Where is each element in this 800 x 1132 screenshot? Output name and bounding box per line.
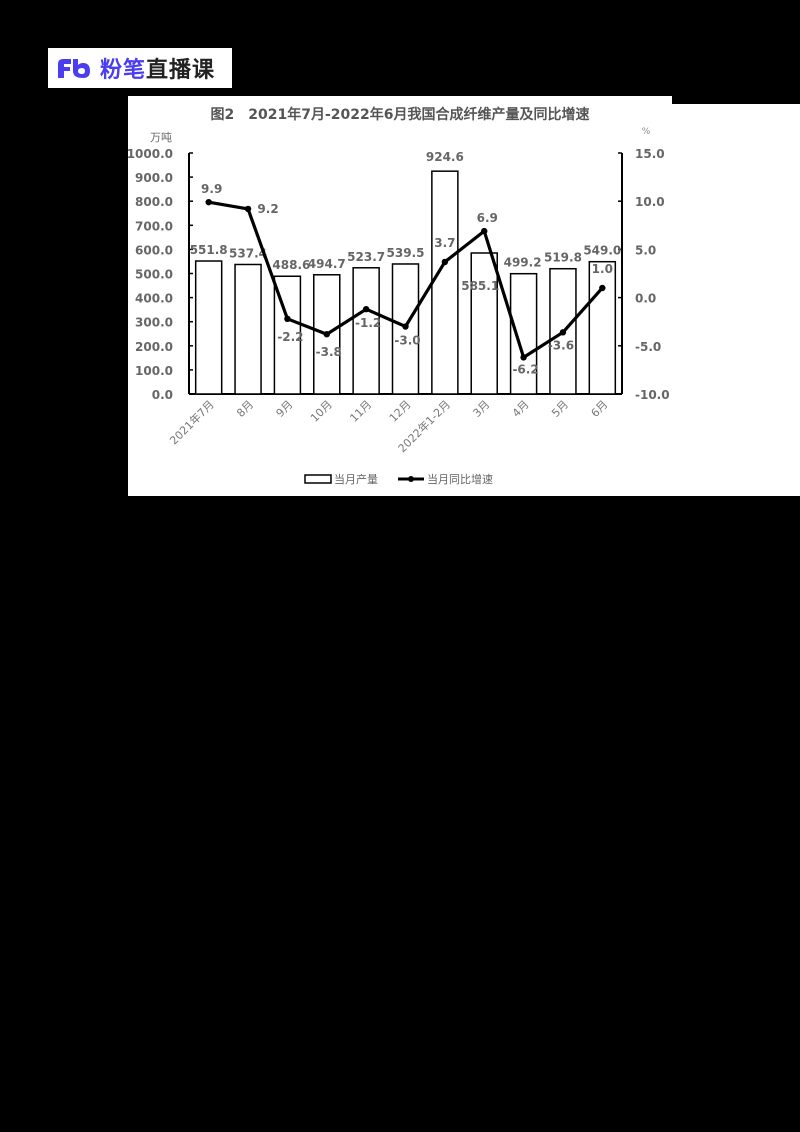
brand-name-part2: 直播课 [146, 58, 216, 83]
left-axis-unit: 万吨 [150, 131, 172, 144]
left-axis-tick-label: 0.0 [152, 388, 173, 402]
line-marker [559, 329, 567, 336]
bar-value-label: 519.8 [544, 251, 582, 265]
x-axis-tick-label: 12月 [387, 398, 414, 425]
line-value-label: -1.2 [355, 316, 381, 330]
left-axis-tick-label: 700.0 [135, 219, 173, 233]
chart-background-right [672, 104, 800, 496]
x-axis-tick-label: 9月 [274, 398, 296, 420]
x-axis-tick-label: 11月 [347, 398, 374, 425]
right-axis-tick-label: 0.0 [635, 292, 656, 306]
line-value-label: -3.0 [394, 334, 420, 348]
left-axis-tick-label: 1000.0 [127, 147, 173, 161]
left-axis: 1000.0 900.0 800.0 700.0 600.0 500.0 400.0 300.… [127, 147, 622, 402]
bar [352, 267, 380, 395]
line-marker [284, 315, 291, 323]
bar-value-label: 549.0 [583, 244, 621, 258]
line-marker [520, 354, 527, 361]
x-axis-tick-label: 8月 [234, 398, 256, 420]
x-axis-tick-label: 2021年7月 [167, 397, 217, 447]
bar [431, 170, 459, 395]
brand-name: 粉笔直播课 [100, 52, 215, 84]
chart-title: 图2 2021年7月-2022年6月我国合成纤维产量及同比增速 [211, 106, 590, 123]
bar-value-label: 494.7 [308, 257, 346, 271]
left-axis-tick-label: 100.0 [135, 364, 173, 378]
bar-value-label: 585.1 [461, 279, 499, 293]
line-value-label: 9.2 [257, 202, 278, 216]
right-axis-tick-label: 5.0 [635, 243, 656, 257]
bar [234, 263, 262, 395]
x-axis-tick-label: 3月 [470, 398, 492, 420]
x-axis-tick-label: 6月 [589, 398, 611, 420]
left-axis-tick-label: 200.0 [135, 340, 173, 354]
right-axis-tick-label: 10.0 [635, 195, 665, 209]
brand-name-part1: 粉笔 [100, 58, 147, 83]
bar-value-label: 523.7 [347, 250, 385, 264]
left-axis-tick-label: 900.0 [135, 171, 173, 185]
line-value-label: 6.9 [477, 211, 498, 225]
bar-value-label: 539.5 [387, 246, 425, 260]
line-value-label: -2.2 [277, 330, 303, 344]
brand-logo: 粉笔直播课 [48, 48, 232, 88]
line-value-label: 9.9 [201, 182, 222, 196]
combo-chart: 图2 2021年7月-2022年6月我国合成纤维产量及同比增速 万吨 % 100… [127, 106, 670, 486]
fb-logo-icon [56, 56, 92, 80]
line-value-label: 3.7 [434, 236, 455, 250]
line-marker [481, 227, 488, 235]
left-axis-tick-label: 300.0 [135, 316, 173, 330]
legend-bar-label: 当月产量 [334, 472, 378, 486]
left-axis-tick-label: 600.0 [135, 243, 173, 257]
line-value-label: -3.6 [548, 338, 574, 352]
right-axis-unit: % [642, 127, 651, 137]
bar-value-label: 924.6 [426, 150, 464, 164]
bar [588, 260, 617, 395]
line-series: 9.9 9.2 -2.2 -3.8 -1.2 -3.0 3.7 6.9 -6.2 -3.6 1.0 [201, 182, 613, 376]
line-value-label: -6.2 [512, 362, 538, 376]
x-axis-tick-label: 5月 [549, 398, 571, 420]
legend: 当月产量 当月同比增速 [304, 472, 493, 486]
legend-line-label: 当月同比增速 [427, 472, 493, 486]
line-marker [402, 323, 409, 330]
right-axis: 15.0 10.0 5.0 0.0 -5.0 -10.0 [618, 147, 670, 402]
x-axis-tick-label: 4月 [510, 398, 532, 420]
bar [470, 252, 498, 395]
line-marker [441, 258, 449, 266]
bar-value-label: 499.2 [504, 256, 542, 270]
bar [194, 260, 223, 395]
legend-bar-swatch [304, 474, 332, 484]
legend-line-marker [408, 476, 414, 482]
right-axis-tick-label: -5.0 [635, 340, 661, 354]
line-value-label: 1.0 [592, 262, 613, 276]
line-marker [244, 205, 252, 213]
bar-value-label: 488.6 [272, 258, 310, 272]
x-axis-tick-label: 10月 [308, 398, 335, 425]
bar-value-label: 537.4 [229, 246, 267, 260]
left-axis-tick-label: 500.0 [135, 268, 173, 282]
line-marker [362, 305, 370, 313]
right-axis-tick-label: -10.0 [635, 388, 670, 402]
line-value-label: -3.8 [316, 345, 342, 359]
right-axis-tick-label: 15.0 [635, 147, 665, 161]
left-axis-tick-label: 800.0 [135, 195, 173, 209]
line-marker [323, 331, 330, 338]
bar-value-label: 551.8 [190, 243, 228, 257]
line-marker [599, 284, 606, 292]
line-marker [205, 198, 212, 206]
left-axis-tick-label: 400.0 [135, 292, 173, 306]
